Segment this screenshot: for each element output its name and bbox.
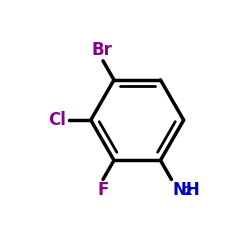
Text: Cl: Cl <box>48 111 66 129</box>
Text: F: F <box>97 181 109 199</box>
Text: 2: 2 <box>184 185 193 198</box>
Text: Br: Br <box>91 41 112 59</box>
Text: NH: NH <box>173 180 201 198</box>
